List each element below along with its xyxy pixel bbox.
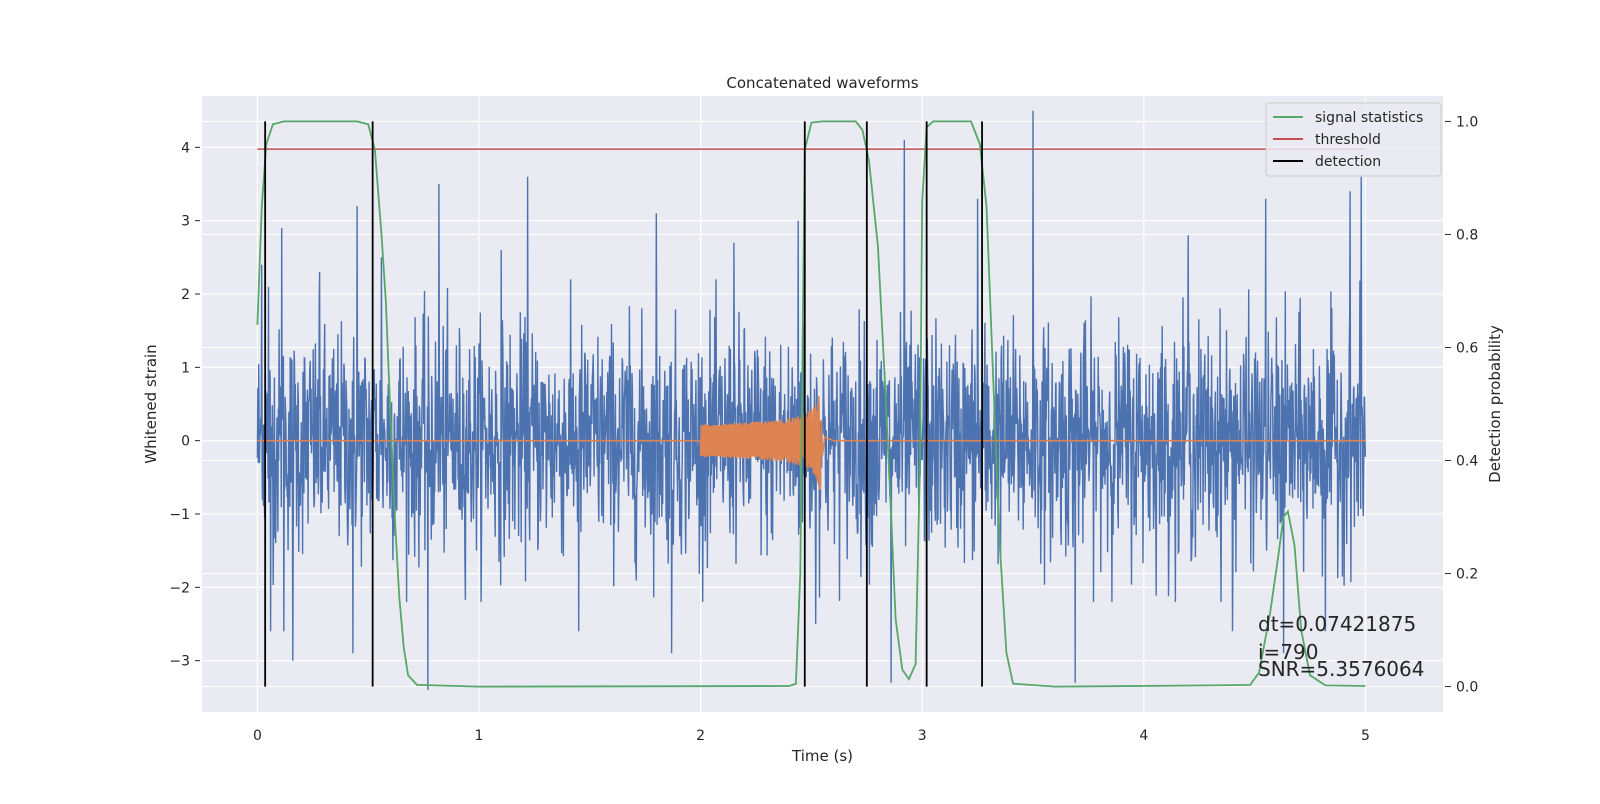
- legend-label-0: signal statistics: [1315, 110, 1423, 126]
- y-right-tick-label-5: 1.0: [1456, 114, 1478, 130]
- x-tick-label-2: 2: [696, 728, 705, 744]
- y-left-tick-label-2: −1: [169, 507, 190, 523]
- y-right-tick-label-1: 0.2: [1456, 567, 1478, 583]
- y-left-tick-label-0: −3: [169, 654, 190, 670]
- chart-title: Concatenated waveforms: [726, 74, 918, 92]
- axes: 0 1 2 3 4 5 −3 −2 −1 0 1 2 3 4 0.0 0.2 0.4 0.6 0.8 1.0: [169, 114, 1478, 744]
- annotation-0: dt=0.07421875: [1258, 612, 1416, 636]
- x-tick-label-3: 3: [918, 728, 927, 744]
- y-right-tick-label-0: 0.0: [1456, 680, 1478, 696]
- y-left-tick-label-4: 1: [181, 360, 190, 376]
- x-tick-label-1: 1: [475, 728, 484, 744]
- y-right-tick-label-2: 0.4: [1456, 454, 1478, 470]
- legend-box: [1265, 102, 1442, 177]
- y-left-tick-label-3: 0: [181, 434, 190, 450]
- signal-statistics-line: [256, 120, 1366, 688]
- legend-label-1: threshold: [1315, 132, 1381, 148]
- legend: signal statistics threshold detection: [1265, 102, 1442, 177]
- x-tick-label-4: 4: [1139, 728, 1148, 744]
- x-axis-label: Time (s): [791, 747, 853, 765]
- y-left-tick-label-5: 2: [181, 287, 190, 303]
- y-right-tick-label-3: 0.6: [1456, 340, 1478, 356]
- y-left-tick-label-6: 3: [181, 214, 190, 230]
- y-left-tick-label-1: −2: [169, 580, 190, 596]
- plot-area: [256, 110, 1367, 691]
- y-left-tick-label-7: 4: [181, 140, 190, 156]
- x-tick-label-5: 5: [1361, 728, 1370, 744]
- legend-label-2: detection: [1315, 154, 1381, 170]
- annotation-2: SNR=5.3576064: [1258, 657, 1424, 681]
- y-axis-label-right: Detection probability: [1486, 325, 1504, 483]
- annotation-1: i=790: [1258, 640, 1319, 664]
- y-axis-label-left: Whitened strain: [142, 344, 160, 463]
- x-tick-label-0: 0: [253, 728, 262, 744]
- y-right-tick-label-4: 0.8: [1456, 227, 1478, 243]
